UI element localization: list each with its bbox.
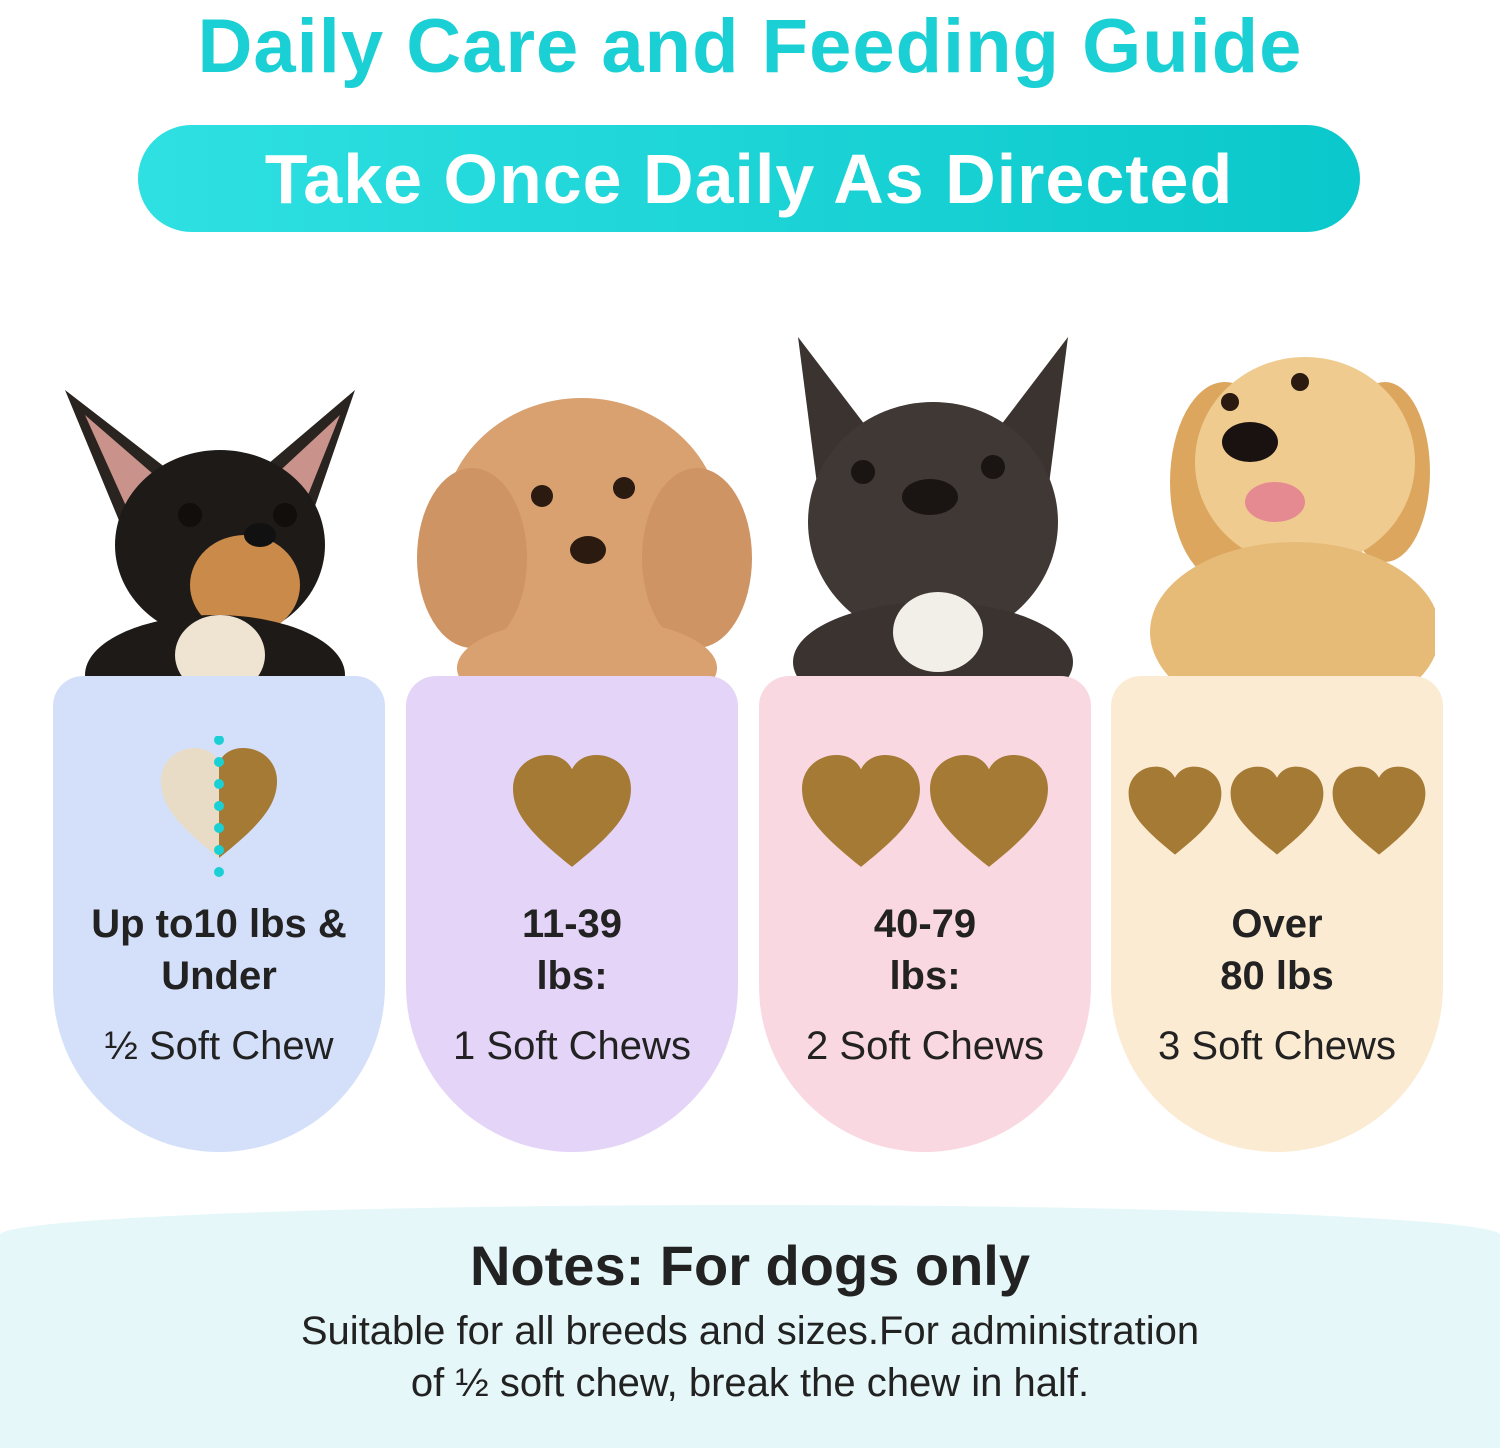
weight-range: Up to10 lbs & Under: [53, 898, 385, 1002]
french-bulldog-image: [793, 337, 1073, 684]
dose-label: ½ Soft Chew: [104, 1024, 334, 1068]
weight-line-2: lbs:: [536, 954, 608, 998]
chew-icon: [930, 755, 1048, 867]
half-chew-icon: [161, 736, 277, 877]
chew-icon: [1332, 767, 1426, 855]
chew-group: [1111, 736, 1443, 886]
dose-label: 2 Soft Chews: [806, 1024, 1044, 1068]
dosage-card-chihuahua: Up to10 lbs & Under ½ Soft Chew: [53, 676, 385, 1152]
weight-range: 11-39 lbs:: [406, 898, 738, 1002]
dose-label: 3 Soft Chews: [1158, 1024, 1396, 1068]
dosage-card-french-bulldog: 40-79 lbs: 2 Soft Chews: [759, 676, 1091, 1152]
notes-heading: Notes: For dogs only: [470, 1234, 1030, 1297]
poodle-image: [417, 398, 752, 684]
weight-range: Over 80 lbs: [1111, 898, 1443, 1002]
weight-line-1: 11-39: [521, 902, 623, 946]
notes-line-2: of ½ soft chew, break the chew in half.: [410, 1361, 1090, 1405]
weight-line-2: lbs:: [889, 954, 961, 998]
notes-section: Notes: For dogs only Suitable for all br…: [0, 1205, 1500, 1448]
weight-line-1: 40-79: [873, 902, 977, 946]
weight-line-2: Under: [161, 954, 277, 998]
weight-line-2: 80 lbs: [1220, 954, 1334, 998]
subtitle-banner: Take Once Daily As Directed: [138, 125, 1360, 232]
chew-group: [53, 736, 385, 886]
chew-icon: [513, 755, 631, 867]
chew-icon: [802, 755, 920, 867]
dosage-card-golden-retriever: Over 80 lbs 3 Soft Chews: [1111, 676, 1443, 1152]
weight-line-1: Over: [1231, 902, 1323, 946]
notes-body: Suitable for all breeds and sizes.For ad…: [0, 1305, 1500, 1409]
chew-icon: [1128, 767, 1222, 855]
golden-retriever-image: [1150, 357, 1435, 684]
dose-label: 1 Soft Chews: [453, 1024, 691, 1068]
page-title: Daily Care and Feeding Guide: [197, 4, 1303, 89]
chew-group: [759, 736, 1091, 886]
dosage-card-poodle: 11-39 lbs: 1 Soft Chews: [406, 676, 738, 1152]
chew-group: [406, 736, 738, 886]
weight-line-1: Up to10 lbs &: [91, 902, 347, 946]
chihuahua-image: [65, 390, 355, 685]
weight-range: 40-79 lbs:: [759, 898, 1091, 1002]
notes-line-1: Suitable for all breeds and sizes.For ad…: [300, 1309, 1200, 1353]
subtitle-text: Take Once Daily As Directed: [264, 139, 1234, 218]
chew-icon: [1230, 767, 1324, 855]
